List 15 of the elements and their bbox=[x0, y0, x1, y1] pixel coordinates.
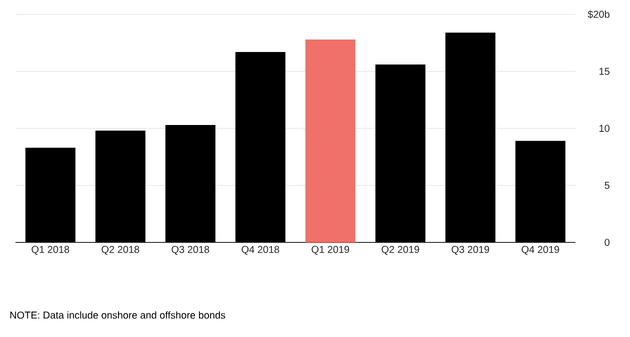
text: NOTE: Data include onshore and offshore bonds bbox=[10, 311, 226, 319]
x-tick-label: Q2 2018 bbox=[102, 246, 140, 255]
x-tick-label: Q4 2018 bbox=[242, 246, 280, 255]
x-tick-label: Q1 2019 bbox=[312, 246, 350, 255]
y-tick-label: $20b bbox=[588, 10, 610, 18]
x-tick-label: Q2 2019 bbox=[382, 246, 420, 255]
y-tick-label: 10 bbox=[600, 124, 610, 132]
x-tick-label: Q1 2018 bbox=[32, 246, 70, 255]
x-tick-label: Q3 2018 bbox=[172, 246, 210, 255]
y-tick-label: 0 bbox=[604, 238, 610, 246]
bar bbox=[305, 39, 356, 242]
x-tick-label: Q3 2019 bbox=[452, 246, 490, 255]
y-tick-label: 15 bbox=[600, 68, 610, 75]
x-tick-label: Q4 2019 bbox=[522, 246, 560, 255]
y-tick-label: 5 bbox=[604, 182, 610, 189]
